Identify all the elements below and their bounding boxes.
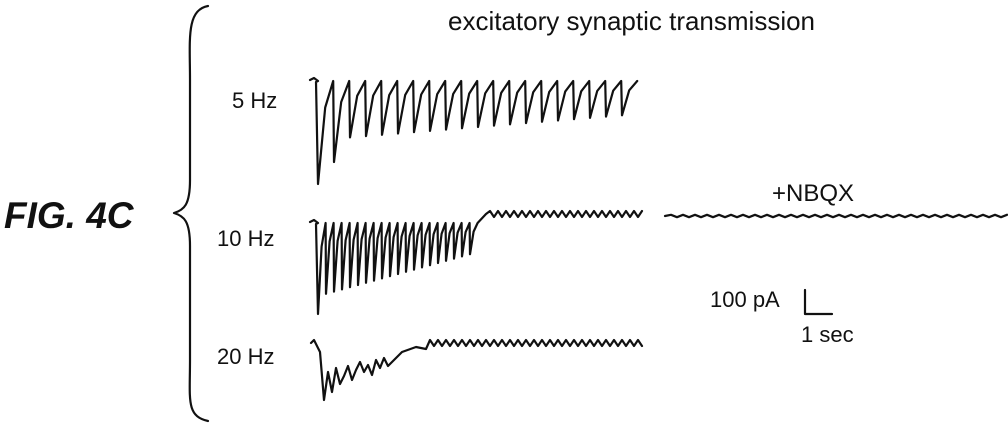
scale-bar-current-label: 100 pA <box>710 287 780 312</box>
row-label-10hz: 10 Hz <box>217 226 275 251</box>
trace-5hz <box>308 76 639 186</box>
trace-nbqx <box>663 213 1008 219</box>
figure-header: excitatory synaptic transmission <box>448 6 816 36</box>
row-label-5hz: 5 Hz <box>232 88 278 113</box>
figure-label: FIG. 4C <box>4 195 134 236</box>
curly-brace <box>172 4 210 423</box>
trace-20hz <box>309 338 644 402</box>
scale-bar <box>803 288 834 316</box>
scale-bar-time-label: 1 sec <box>801 322 854 347</box>
row-label-20hz: 20 Hz <box>217 344 275 369</box>
trace-10hz <box>308 209 644 316</box>
nbqx-label: +NBQX <box>772 180 855 207</box>
